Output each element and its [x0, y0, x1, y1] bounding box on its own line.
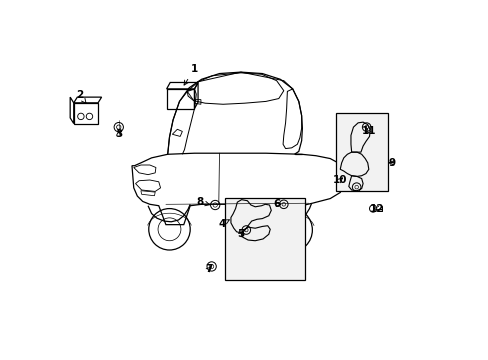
Text: 7: 7 [204, 264, 212, 274]
Text: 11: 11 [361, 126, 375, 136]
Text: 8: 8 [196, 197, 209, 207]
Text: 3: 3 [115, 129, 122, 139]
Text: 12: 12 [369, 203, 384, 213]
Text: 6: 6 [272, 199, 280, 209]
Text: 9: 9 [388, 158, 395, 168]
Text: 5: 5 [237, 229, 244, 239]
Text: 1: 1 [183, 64, 198, 85]
Bar [335, 113, 387, 192]
Bar [224, 198, 305, 280]
Text: 4: 4 [218, 219, 229, 229]
Text: 2: 2 [76, 90, 86, 103]
Text: 10: 10 [332, 175, 347, 185]
